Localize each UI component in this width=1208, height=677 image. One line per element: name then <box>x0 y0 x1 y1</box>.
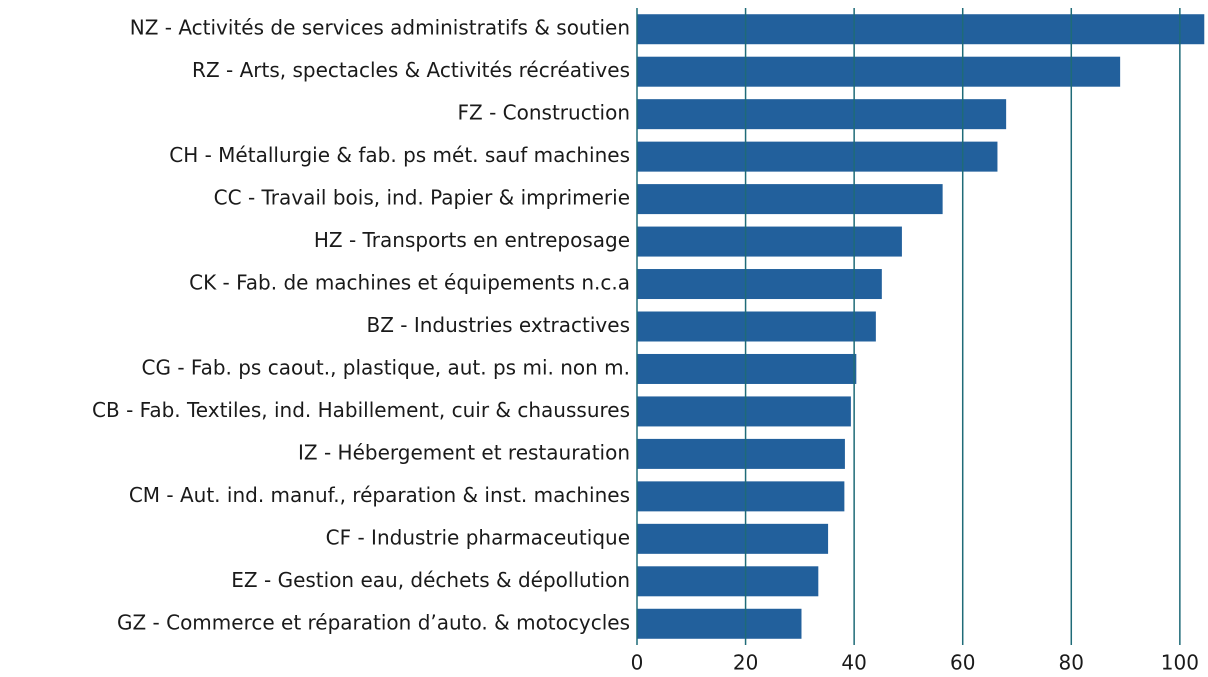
y-tick-label: NZ - Activités de services administratif… <box>130 16 630 40</box>
bar <box>637 56 1121 87</box>
y-tick-label: IZ - Hébergement et restauration <box>298 440 630 464</box>
y-tick-label: CB - Fab. Textiles, ind. Habillement, cu… <box>92 398 630 422</box>
bar <box>637 608 802 639</box>
x-tick-label: 40 <box>841 651 866 675</box>
y-tick-label: CH - Métallurgie & fab. ps mét. sauf mac… <box>169 143 630 167</box>
x-tick-label: 0 <box>631 651 644 675</box>
bar <box>637 396 851 427</box>
y-tick-label: CF - Industrie pharmaceutique <box>326 525 630 549</box>
y-tick-label: RZ - Arts, spectacles & Activités récréa… <box>192 58 630 82</box>
bar <box>637 481 845 512</box>
bar <box>637 566 819 597</box>
x-tick-label: 60 <box>950 651 975 675</box>
y-tick-label: EZ - Gestion eau, déchets & dépollution <box>231 568 630 592</box>
bar <box>637 141 998 172</box>
bar <box>637 99 1007 130</box>
y-tick-label: CM - Aut. ind. manuf., réparation & inst… <box>129 483 630 507</box>
y-tick-label: CC - Travail bois, ind. Papier & imprime… <box>214 186 630 210</box>
bar <box>637 438 845 469</box>
y-tick-label: BZ - Industries extractives <box>367 313 631 337</box>
bar <box>637 311 876 342</box>
x-tick-label: 20 <box>733 651 758 675</box>
bar <box>637 353 857 384</box>
x-tick-label: 80 <box>1059 651 1084 675</box>
bar <box>637 523 829 554</box>
bar <box>637 184 943 215</box>
y-tick-label: CG - Fab. ps caout., plastique, aut. ps … <box>142 355 631 379</box>
bar <box>637 269 882 300</box>
y-tick-label: GZ - Commerce et réparation d’auto. & mo… <box>117 610 630 634</box>
y-tick-label: FZ - Construction <box>458 101 630 125</box>
y-tick-label: CK - Fab. de machines et équipements n.c… <box>189 271 630 295</box>
bar <box>637 14 1205 45</box>
y-tick-label: HZ - Transports en entreposage <box>314 228 630 252</box>
x-tick-label: 100 <box>1161 651 1199 675</box>
bar <box>637 226 902 257</box>
